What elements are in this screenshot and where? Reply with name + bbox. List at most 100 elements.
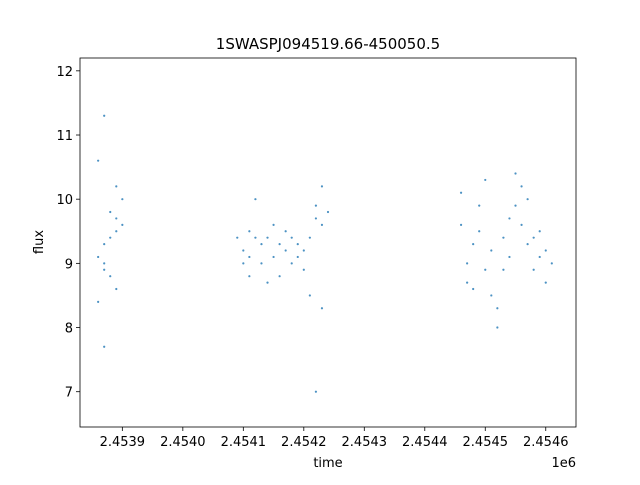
data-point [532, 268, 535, 271]
data-point [278, 275, 281, 278]
data-point [320, 223, 324, 226]
data-point [272, 255, 275, 259]
data-point [242, 262, 245, 265]
data-point [236, 236, 239, 239]
data-point [484, 178, 487, 182]
data-point [514, 172, 517, 175]
data-point [115, 230, 118, 233]
data-point [302, 268, 305, 271]
data-point [526, 198, 529, 201]
data-point [538, 255, 541, 259]
data-point [532, 236, 535, 239]
axes-frame [79, 57, 577, 428]
x-tick-label: 2.4540 [160, 435, 206, 450]
data-point [550, 262, 553, 265]
data-point [459, 191, 463, 194]
data-point [526, 243, 529, 246]
data-point [520, 223, 523, 226]
data-point [260, 262, 263, 265]
data-point [490, 294, 493, 297]
x-axis-ticks: 2.4539 2.4540 2.4541 2.4542 2.4543 2.4544 2.45… [100, 427, 569, 450]
data-point [326, 210, 330, 214]
y-tick-label: 9 [65, 257, 73, 272]
data-point [278, 243, 281, 246]
data-point [496, 307, 499, 310]
data-point [514, 204, 517, 207]
data-point [478, 230, 481, 233]
y-tick-label: 10 [56, 193, 73, 208]
data-point [97, 300, 100, 303]
x-tick-label: 2.4545 [463, 435, 509, 450]
data-point [121, 223, 124, 226]
y-tick-label: 11 [56, 129, 73, 144]
data-point [97, 159, 100, 162]
data-point [103, 345, 106, 348]
data-point [121, 198, 124, 201]
y-tick-label: 12 [56, 65, 73, 80]
y-axis-label: flux [32, 230, 47, 254]
data-point [296, 243, 299, 246]
data-point [266, 281, 269, 284]
data-point [109, 236, 112, 239]
data-point [260, 243, 263, 246]
x-axis-label: time [313, 456, 342, 471]
data-point [508, 255, 511, 259]
data-point [248, 230, 251, 233]
data-point [466, 262, 469, 265]
data-point [308, 294, 311, 297]
data-point [502, 268, 505, 271]
x-tick-label: 2.4543 [342, 435, 388, 450]
data-point [466, 281, 469, 284]
data-point [284, 230, 287, 233]
data-point [496, 326, 499, 329]
data-point [484, 268, 487, 271]
data-point [248, 275, 251, 278]
data-point [544, 281, 547, 284]
chart-title: 1SWASPJ094519.66-450050.5 [216, 35, 440, 53]
data-point [290, 262, 293, 265]
data-point [538, 230, 541, 233]
data-point [459, 223, 463, 226]
data-point [254, 198, 257, 201]
data-point [109, 210, 112, 214]
data-point [302, 249, 305, 252]
x-axis-offset-label: 1e6 [551, 456, 576, 471]
x-tick-label: 2.4542 [281, 435, 327, 450]
data-point [115, 185, 118, 188]
data-point [115, 217, 118, 220]
data-point [290, 236, 293, 239]
data-point [115, 287, 118, 291]
x-tick-label: 2.4544 [402, 435, 448, 450]
data-point [472, 287, 475, 291]
data-point [284, 249, 287, 252]
data-point [308, 236, 311, 239]
x-tick-label: 2.4539 [100, 435, 146, 450]
data-point [472, 243, 475, 246]
data-point [502, 236, 505, 239]
data-point [266, 236, 269, 239]
data-point [478, 204, 481, 207]
data-point [103, 268, 106, 271]
data-point [242, 249, 245, 252]
y-tick-label: 8 [65, 322, 73, 337]
data-point [314, 204, 318, 207]
data-point [109, 275, 112, 278]
data-point [103, 243, 106, 246]
data-point [314, 390, 318, 393]
data-point [320, 307, 324, 310]
data-point [248, 255, 251, 259]
data-point [490, 249, 493, 252]
data-point [508, 217, 511, 220]
data-point [544, 249, 547, 252]
data-point [520, 185, 523, 188]
data-point [97, 255, 100, 259]
data-point [103, 114, 106, 117]
data-point [296, 255, 299, 259]
data-point [320, 185, 324, 188]
x-tick-label: 2.4541 [221, 435, 267, 450]
data-points [97, 114, 553, 393]
data-point [314, 217, 318, 220]
y-axis-ticks: 7 8 9 10 11 12 [56, 65, 80, 401]
